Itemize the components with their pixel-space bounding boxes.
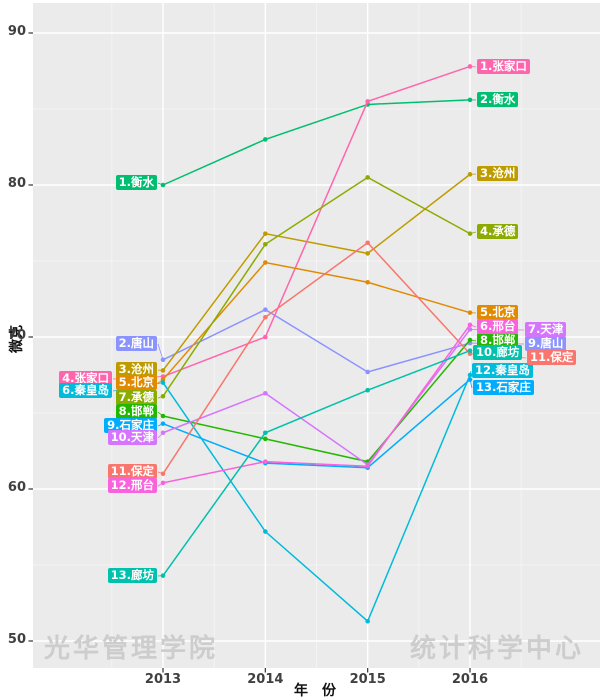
city-label-2016-天津: 7.天津 <box>525 322 566 337</box>
city-label-2013-邯郸: 8.邯郸 <box>116 404 157 419</box>
city-label-2013-邢台: 12.邢台 <box>108 478 157 493</box>
city-label-2013-唐山: 2.唐山 <box>116 336 157 351</box>
data-point-承德 <box>468 231 473 236</box>
city-label-2013-保定: 11.保定 <box>108 464 157 479</box>
data-point-邢台 <box>365 464 370 469</box>
data-point-北京 <box>263 260 268 265</box>
city-label-2016-张家口: 1.张家口 <box>477 59 530 74</box>
x-tick-label: 2014 <box>243 672 287 687</box>
data-point-廊坊 <box>263 430 268 435</box>
city-label-2016-北京: 5.北京 <box>477 305 518 320</box>
data-point-天津 <box>263 391 268 396</box>
data-point-保定 <box>263 315 268 320</box>
city-label-2016-廊坊: 10.廊坊 <box>473 345 522 360</box>
data-point-沧州 <box>263 231 268 236</box>
city-label-2016-唐山: 9.唐山 <box>525 336 566 351</box>
y-tick-label: 50 <box>0 632 26 647</box>
data-point-唐山 <box>263 307 268 312</box>
data-point-廊坊 <box>468 348 473 353</box>
city-label-2016-石家庄: 13.石家庄 <box>473 380 534 395</box>
data-point-北京 <box>468 310 473 315</box>
x-tick-label: 2016 <box>448 672 492 687</box>
data-point-秦皇岛 <box>263 529 268 534</box>
data-point-张家口 <box>468 64 473 69</box>
data-point-邯郸 <box>263 437 268 442</box>
y-tick-label: 70 <box>0 328 26 343</box>
data-point-石家庄 <box>161 421 166 426</box>
watermark-right: 统计科学中心 <box>410 628 584 665</box>
data-point-秦皇岛 <box>161 380 166 385</box>
data-point-衡水 <box>468 98 473 103</box>
data-point-邯郸 <box>468 338 473 343</box>
city-label-2013-廊坊: 13.廊坊 <box>108 568 157 583</box>
city-label-2016-秦皇岛: 12.秦皇岛 <box>472 363 533 378</box>
data-point-邢台 <box>468 323 473 328</box>
data-point-廊坊 <box>365 388 370 393</box>
watermark-left: 光华管理学院 <box>44 628 218 665</box>
data-point-沧州 <box>161 368 166 373</box>
data-point-张家口 <box>365 99 370 104</box>
data-point-衡水 <box>263 137 268 142</box>
data-point-沧州 <box>468 172 473 177</box>
city-label-2013-承德: 7.承德 <box>116 390 157 405</box>
data-point-唐山 <box>161 358 166 363</box>
data-point-承德 <box>365 175 370 180</box>
data-point-保定 <box>365 240 370 245</box>
city-label-2013-天津: 10.天津 <box>108 430 157 445</box>
data-point-承德 <box>263 242 268 247</box>
city-label-2013-衡水: 1.衡水 <box>116 175 157 190</box>
data-point-邢台 <box>263 459 268 464</box>
y-tick-label: 60 <box>0 480 26 495</box>
y-tick-label: 90 <box>0 24 26 39</box>
x-tick-label: 2013 <box>141 672 185 687</box>
data-point-保定 <box>161 472 166 477</box>
data-point-北京 <box>365 280 370 285</box>
data-point-唐山 <box>365 370 370 375</box>
city-label-2016-衡水: 2.衡水 <box>477 92 518 107</box>
data-point-衡水 <box>161 183 166 188</box>
data-point-邯郸 <box>161 414 166 419</box>
city-label-2016-承德: 4.承德 <box>477 224 518 239</box>
city-label-2016-沧州: 3.沧州 <box>477 166 518 181</box>
data-point-秦皇岛 <box>365 619 370 624</box>
data-point-邢台 <box>161 481 166 486</box>
data-point-沧州 <box>365 251 370 256</box>
data-point-天津 <box>161 430 166 435</box>
data-point-石家庄 <box>468 377 473 382</box>
data-point-承德 <box>161 394 166 399</box>
city-label-2016-保定: 11.保定 <box>527 350 576 365</box>
data-point-张家口 <box>263 335 268 340</box>
city-label-2016-邢台: 6.邢台 <box>477 319 518 334</box>
city-label-2013-秦皇岛: 6.秦皇岛 <box>59 383 112 398</box>
x-tick-label: 2015 <box>346 672 390 687</box>
city-label-2013-北京: 5.北京 <box>116 375 157 390</box>
y-tick-label: 80 <box>0 176 26 191</box>
data-point-廊坊 <box>161 573 166 578</box>
